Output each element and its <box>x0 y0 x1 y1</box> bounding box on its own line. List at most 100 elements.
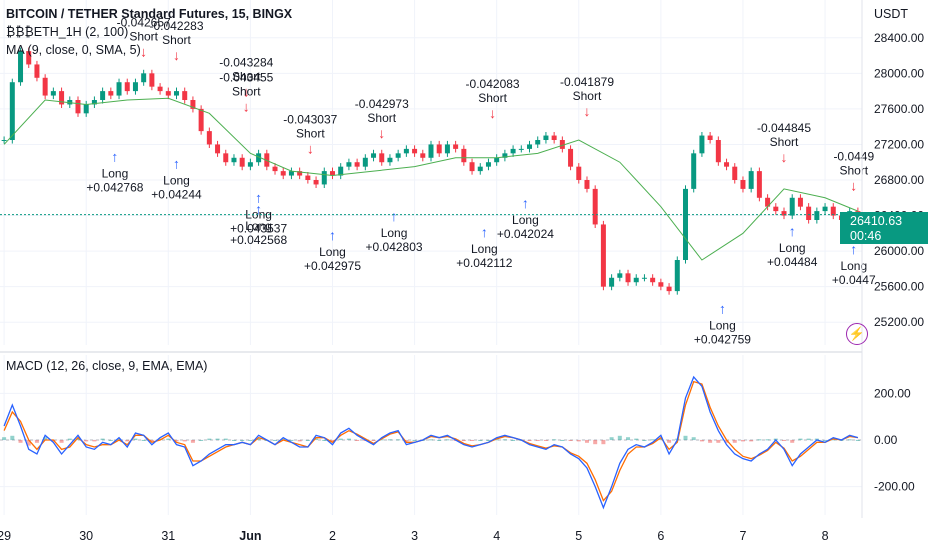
countdown-timer: 00:46 <box>850 229 882 243</box>
long-arrow-icon: ↑ <box>111 149 118 165</box>
candle <box>26 51 32 65</box>
histogram-bar <box>535 440 540 441</box>
histogram-bar <box>371 440 376 441</box>
signal-label: Long <box>512 213 539 227</box>
long-arrow-icon: ↑ <box>173 156 180 172</box>
candle <box>650 277 656 283</box>
long-arrow-icon: ↑ <box>850 241 857 257</box>
indicator-title[interactable]: ₿₿₿ETH_1H (2, 100) <box>6 25 129 39</box>
signal-label: Short <box>129 29 158 43</box>
histogram-bar <box>108 440 113 441</box>
histogram-bar <box>231 440 236 441</box>
candle <box>50 91 56 96</box>
histogram-bar <box>314 438 319 440</box>
candle <box>682 188 688 260</box>
long-arrow-icon: ↑ <box>522 195 529 211</box>
lightning-icon[interactable]: ⚡ <box>846 323 868 345</box>
histogram-bar <box>125 440 130 442</box>
candle <box>132 82 138 92</box>
histogram-bar <box>182 440 187 442</box>
candle <box>190 100 196 109</box>
candle <box>83 104 89 114</box>
signal-label: Short <box>232 69 261 83</box>
candle <box>9 82 15 140</box>
histogram-bar <box>740 440 745 442</box>
histogram-bar <box>478 440 483 441</box>
histogram-bar <box>634 438 639 440</box>
histogram-bar <box>823 440 828 441</box>
candle <box>453 144 459 149</box>
candle <box>305 175 311 180</box>
candle <box>297 171 303 176</box>
time-tick-label: Jun <box>239 529 261 543</box>
candle <box>371 153 377 158</box>
signal-value: +0.042768 <box>86 181 143 195</box>
histogram-bar <box>732 440 737 443</box>
histogram-bar <box>141 440 146 441</box>
histogram-bar <box>708 440 713 443</box>
candle <box>551 135 557 140</box>
candle <box>600 224 606 287</box>
candle <box>403 148 409 154</box>
signal-value: +0.042975 <box>304 259 361 273</box>
macd-axis: 200.00 0.00 -200.00 <box>874 386 915 493</box>
histogram-bar <box>757 439 762 441</box>
histogram-bar <box>174 440 179 442</box>
histogram-bar <box>305 440 310 441</box>
price-tick-label: 25600.00 <box>874 280 924 294</box>
candle <box>444 144 450 154</box>
histogram-bar <box>281 438 286 440</box>
candle <box>239 157 245 167</box>
candle <box>124 82 130 92</box>
signal-label: Long <box>709 319 736 333</box>
candle <box>75 100 81 114</box>
histogram-bar <box>749 440 754 442</box>
signal-value: -0.043037 <box>283 112 337 126</box>
histogram-bar <box>699 440 704 442</box>
candle <box>387 157 393 163</box>
long-arrow-icon: ↑ <box>255 189 262 205</box>
signal-label: Short <box>770 135 799 149</box>
time-tick-label: 6 <box>657 529 664 543</box>
candle <box>34 64 40 78</box>
candle <box>830 206 836 216</box>
signal-label: Short <box>367 111 396 125</box>
candle <box>206 131 212 145</box>
signal-label: Long <box>102 167 129 181</box>
histogram-bar <box>601 440 606 445</box>
histogram-bar <box>59 440 64 443</box>
macd-title[interactable]: MACD (12, 26, close, 9, EMA, EMA) <box>6 359 208 373</box>
candle <box>674 260 680 292</box>
price-tick-label: 28400.00 <box>874 31 924 45</box>
histogram-bar <box>43 437 48 440</box>
candle <box>461 148 467 163</box>
signal-value: -0.042283 <box>149 19 203 33</box>
long-arrow-icon: ↑ <box>481 224 488 240</box>
short-arrow-icon: ↓ <box>243 83 250 99</box>
macd-line <box>3 375 859 510</box>
histogram-bar <box>92 440 97 442</box>
candle <box>625 273 631 283</box>
candle <box>485 162 491 167</box>
long-arrow-icon: ↑ <box>329 227 336 243</box>
symbol-title[interactable]: BITCOIN / TETHER Standard Futures, 15, B… <box>6 7 293 21</box>
candle <box>609 277 615 287</box>
candle <box>1 140 7 141</box>
signal-value: -0.042083 <box>466 77 520 91</box>
macd-series <box>2 375 860 510</box>
macd-tick-label: 0.00 <box>874 433 898 447</box>
signal-label: Short <box>478 91 507 105</box>
price-tick-label: 27200.00 <box>874 137 924 151</box>
ma-title[interactable]: MA (9, close, 0, SMA, 5) <box>6 43 141 57</box>
signal-value: +0.043537 <box>230 221 287 235</box>
currency-label[interactable]: USDT <box>874 7 909 21</box>
candle <box>781 211 787 216</box>
short-arrow-icon: ↓ <box>378 125 385 141</box>
candle <box>592 188 598 225</box>
signal-value: -0.043284 <box>219 55 273 69</box>
time-tick-label: 29 <box>0 529 11 543</box>
candle <box>321 171 327 185</box>
signal-value: -0.044845 <box>757 121 811 135</box>
